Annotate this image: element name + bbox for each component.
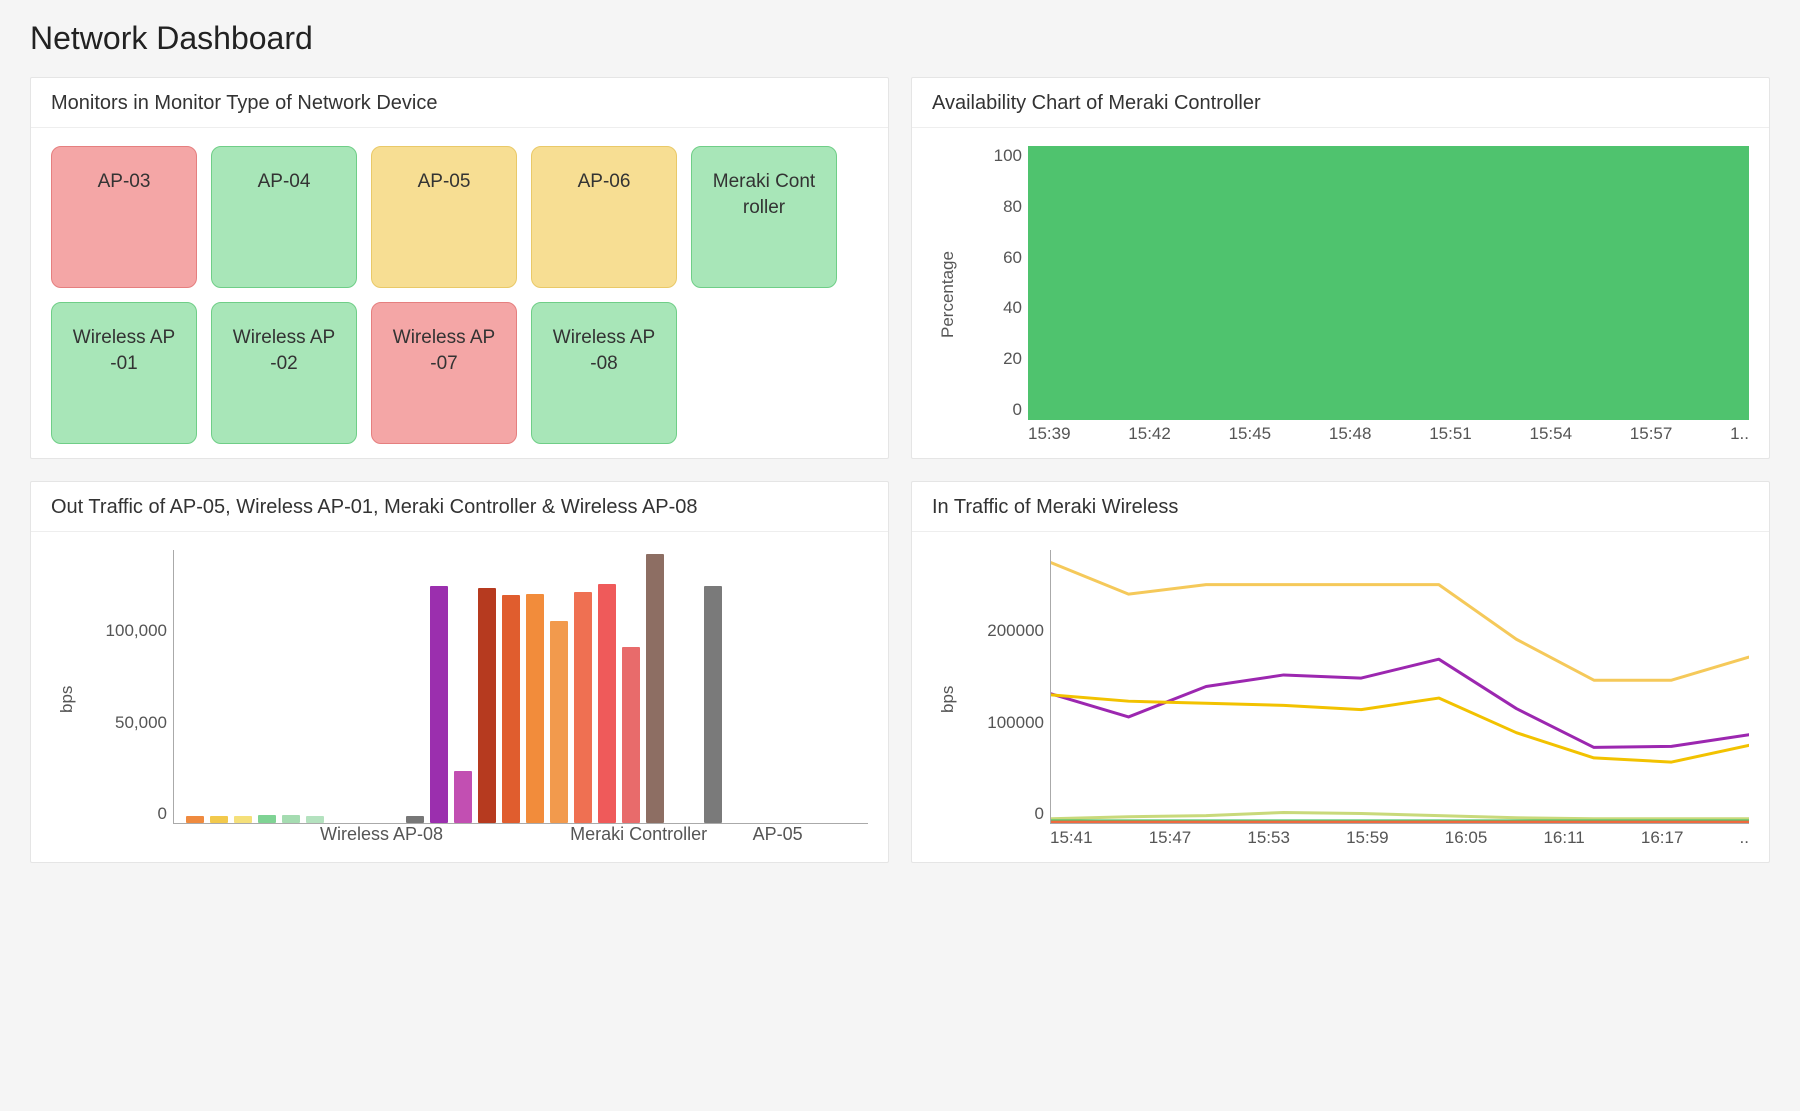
in-traffic-yticks: 2000001000000 xyxy=(964,550,1050,824)
bar xyxy=(478,588,496,823)
line-series xyxy=(1051,563,1749,681)
bar xyxy=(430,586,448,823)
monitor-tile-label: AP-04 xyxy=(258,169,311,195)
monitor-tile-label: Meraki Cont roller xyxy=(713,169,815,220)
in-traffic-ylabel: bps xyxy=(932,550,964,848)
bar xyxy=(550,621,568,823)
bar xyxy=(622,647,640,823)
bar xyxy=(258,815,276,823)
monitor-tile[interactable]: AP-03 xyxy=(51,146,197,288)
out-traffic-plot-area xyxy=(173,550,868,824)
bar xyxy=(598,584,616,823)
bar xyxy=(186,816,204,823)
out-traffic-panel: Out Traffic of AP-05, Wireless AP-01, Me… xyxy=(30,481,889,863)
availability-ylabel: Percentage xyxy=(932,146,964,444)
monitor-tile[interactable]: Wireless AP -08 xyxy=(531,302,677,444)
out-traffic-xticks: Wireless AP-08Meraki ControllerAP-05 xyxy=(173,824,868,848)
monitors-panel-title: Monitors in Monitor Type of Network Devi… xyxy=(31,78,888,128)
bar xyxy=(210,816,228,823)
availability-xticks: 15:3915:4215:4515:4815:5115:5415:571.. xyxy=(964,420,1749,444)
monitor-tile[interactable]: Wireless AP -02 xyxy=(211,302,357,444)
out-traffic-ylabel: bps xyxy=(51,550,83,848)
in-traffic-panel-title: In Traffic of Meraki Wireless xyxy=(912,482,1769,532)
bar xyxy=(454,771,472,824)
bar xyxy=(646,554,664,823)
monitor-tile-label: Wireless AP -08 xyxy=(553,325,655,376)
monitor-tile[interactable]: Wireless AP -07 xyxy=(371,302,517,444)
out-traffic-panel-title: Out Traffic of AP-05, Wireless AP-01, Me… xyxy=(31,482,888,532)
monitor-tiles: AP-03 AP-04 AP-05 AP-06 Meraki Cont roller Wi… xyxy=(51,146,868,444)
out-traffic-chart: bps 100,00050,0000 Wireless AP-08Meraki … xyxy=(51,550,868,848)
in-traffic-panel: In Traffic of Meraki Wireless bps 200000… xyxy=(911,481,1770,863)
monitor-tile-label: Wireless AP -02 xyxy=(233,325,335,376)
availability-panel-title: Availability Chart of Meraki Controller xyxy=(912,78,1769,128)
monitor-tile-label: AP-06 xyxy=(578,169,631,195)
bar xyxy=(306,816,324,823)
dashboard-grid: Monitors in Monitor Type of Network Devi… xyxy=(30,77,1770,863)
in-traffic-xticks: 15:4115:4715:5315:5916:0516:1116:17.. xyxy=(964,824,1749,848)
monitor-tile[interactable]: Wireless AP -01 xyxy=(51,302,197,444)
monitor-tile[interactable]: Meraki Cont roller xyxy=(691,146,837,288)
monitors-panel: Monitors in Monitor Type of Network Devi… xyxy=(30,77,889,459)
in-traffic-chart: bps 2000001000000 15:4115:4715:5315:5916… xyxy=(932,550,1749,848)
line-series xyxy=(1051,812,1749,818)
monitor-tile[interactable]: AP-06 xyxy=(531,146,677,288)
page-title: Network Dashboard xyxy=(30,20,1770,57)
bar xyxy=(502,595,520,823)
availability-yticks: 100806040200 xyxy=(964,146,1028,420)
bar xyxy=(406,816,424,823)
availability-plot-area xyxy=(1028,146,1749,420)
bar xyxy=(234,816,252,823)
bar xyxy=(574,592,592,823)
availability-panel: Availability Chart of Meraki Controller … xyxy=(911,77,1770,459)
monitor-tile-label: Wireless AP -01 xyxy=(73,325,175,376)
monitor-tile-label: Wireless AP -07 xyxy=(393,325,495,376)
in-traffic-plot-area xyxy=(1050,550,1749,824)
bar xyxy=(704,586,722,823)
monitor-tile-label: AP-03 xyxy=(98,169,151,195)
availability-chart: Percentage 100806040200 15:3915:4215:451… xyxy=(932,146,1749,444)
monitor-tile[interactable]: AP-04 xyxy=(211,146,357,288)
out-traffic-yticks: 100,00050,0000 xyxy=(83,550,173,824)
monitor-tile-label: AP-05 xyxy=(418,169,471,195)
bar xyxy=(282,815,300,823)
monitor-tile[interactable]: AP-05 xyxy=(371,146,517,288)
bar xyxy=(526,594,544,823)
